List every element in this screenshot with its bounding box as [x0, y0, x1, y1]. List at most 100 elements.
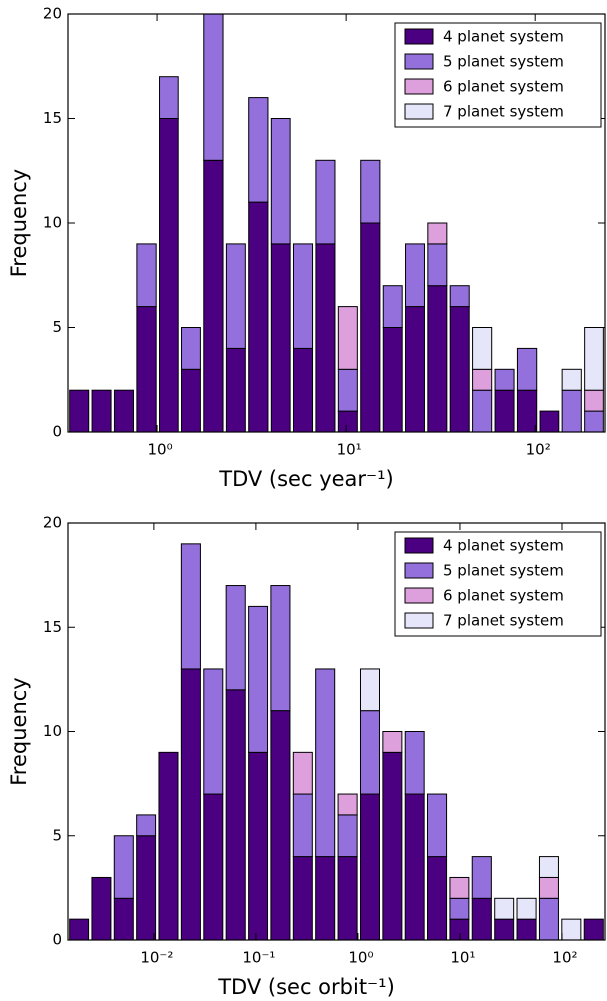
- bar-segment: [203, 13, 224, 161]
- bar-segment: [158, 751, 179, 941]
- bar-segment: [516, 918, 537, 941]
- bar-segment: [203, 159, 224, 433]
- bar-segment: [538, 897, 559, 941]
- bar-segment: [248, 605, 269, 753]
- bar-segment: [405, 306, 425, 433]
- bar-segment: [136, 814, 157, 837]
- bar-segment: [427, 856, 448, 941]
- bar-segment: [292, 347, 314, 433]
- bar-segment: [472, 327, 493, 370]
- bar-segment: [337, 368, 358, 412]
- bar-segment: [91, 389, 112, 433]
- bar-segment: [405, 243, 425, 308]
- bar-segment: [181, 327, 201, 370]
- bar-segment: [248, 201, 269, 433]
- bar-segment: [382, 731, 403, 753]
- legend-label: 7 planet system: [443, 612, 564, 630]
- bar-segment: [136, 306, 157, 433]
- x-tick-label: 10¹: [337, 441, 362, 459]
- bar-segment: [516, 389, 538, 433]
- bar-segment: [113, 897, 134, 941]
- bar-segment: [337, 814, 358, 858]
- x-tick-label: 10⁻¹: [242, 949, 275, 967]
- bar-segment: [494, 389, 515, 433]
- legend-label: 5 planet system: [443, 53, 564, 71]
- bar-segment: [337, 410, 358, 433]
- bar-segment: [270, 118, 291, 245]
- bar-segment: [337, 306, 358, 370]
- legend-swatch: [404, 537, 434, 554]
- bar-segment: [203, 668, 224, 795]
- bar-segment: [561, 918, 582, 941]
- bar-segment: [449, 306, 470, 433]
- bar-segment: [471, 897, 492, 941]
- bar-segment: [561, 389, 582, 433]
- legend-label: 7 planet system: [443, 103, 564, 121]
- legend-swatch: [404, 103, 434, 120]
- bar-segment: [584, 389, 604, 412]
- y-axis-label: Frequency: [7, 677, 31, 786]
- x-tick-label: 10⁻²: [140, 949, 173, 967]
- bar-segment: [136, 835, 157, 941]
- bar-segment: [472, 389, 493, 433]
- bar-segment: [69, 918, 90, 941]
- bar-segment: [248, 97, 269, 203]
- bar-segment: [561, 368, 582, 391]
- bar-segment: [337, 793, 358, 816]
- bar-segment: [449, 285, 470, 308]
- legend-label: 5 planet system: [443, 562, 564, 580]
- legend-label: 6 planet system: [443, 78, 564, 96]
- legend-label: 4 planet system: [443, 28, 564, 46]
- x-axis-label: TDV (sec year⁻¹): [218, 467, 394, 491]
- legend-label: 4 planet system: [443, 537, 564, 555]
- bar-segment: [292, 856, 313, 941]
- bar-segment: [538, 876, 559, 899]
- bar-segment: [113, 835, 134, 899]
- bar-segment: [91, 876, 112, 941]
- bar-segment: [270, 710, 291, 941]
- bar-segment: [248, 751, 269, 941]
- y-tick-label: 20: [43, 514, 62, 532]
- bar-segment: [270, 585, 291, 712]
- bar-segment: [315, 159, 336, 245]
- y-tick-label: 15: [43, 618, 62, 636]
- y-tick-label: 10: [43, 214, 62, 232]
- bar-segment: [69, 389, 90, 433]
- x-tick-label: 10²: [552, 949, 577, 967]
- bar-segment: [360, 159, 381, 224]
- bar-segment: [471, 856, 492, 899]
- bar-segment: [494, 368, 515, 391]
- bar-segment: [203, 793, 224, 941]
- bar-segment: [270, 243, 291, 433]
- bar-segment: [449, 876, 470, 899]
- bar-segment: [538, 856, 559, 878]
- bar-segment: [225, 585, 246, 691]
- bar-segment: [427, 243, 448, 287]
- bar-segment: [382, 285, 403, 329]
- x-axis-label: TDV (sec orbit⁻¹): [217, 975, 395, 999]
- bar-segment: [360, 222, 381, 433]
- bar-segment: [180, 668, 201, 941]
- y-tick-label: 10: [43, 722, 62, 740]
- bar-segment: [180, 543, 201, 670]
- y-tick-label: 5: [52, 318, 62, 336]
- bar-segment: [225, 243, 246, 349]
- y-tick-label: 0: [52, 931, 62, 949]
- legend-swatch: [404, 562, 434, 579]
- bar-segment: [159, 76, 179, 119]
- bar-segment: [404, 731, 425, 795]
- legend-swatch: [404, 28, 434, 45]
- x-tick-label: 10⁰: [148, 441, 173, 459]
- bar-segment: [516, 897, 537, 920]
- bar-segment: [494, 897, 515, 920]
- bar-segment: [516, 347, 538, 391]
- bar-segment: [382, 751, 403, 941]
- bar-segment: [427, 793, 448, 858]
- bar-segment: [225, 347, 246, 433]
- bar-segment: [292, 243, 314, 349]
- y-tick-label: 20: [43, 5, 62, 23]
- bar-segment: [359, 793, 381, 941]
- bar-segment: [136, 243, 157, 308]
- y-tick-label: 15: [43, 109, 62, 127]
